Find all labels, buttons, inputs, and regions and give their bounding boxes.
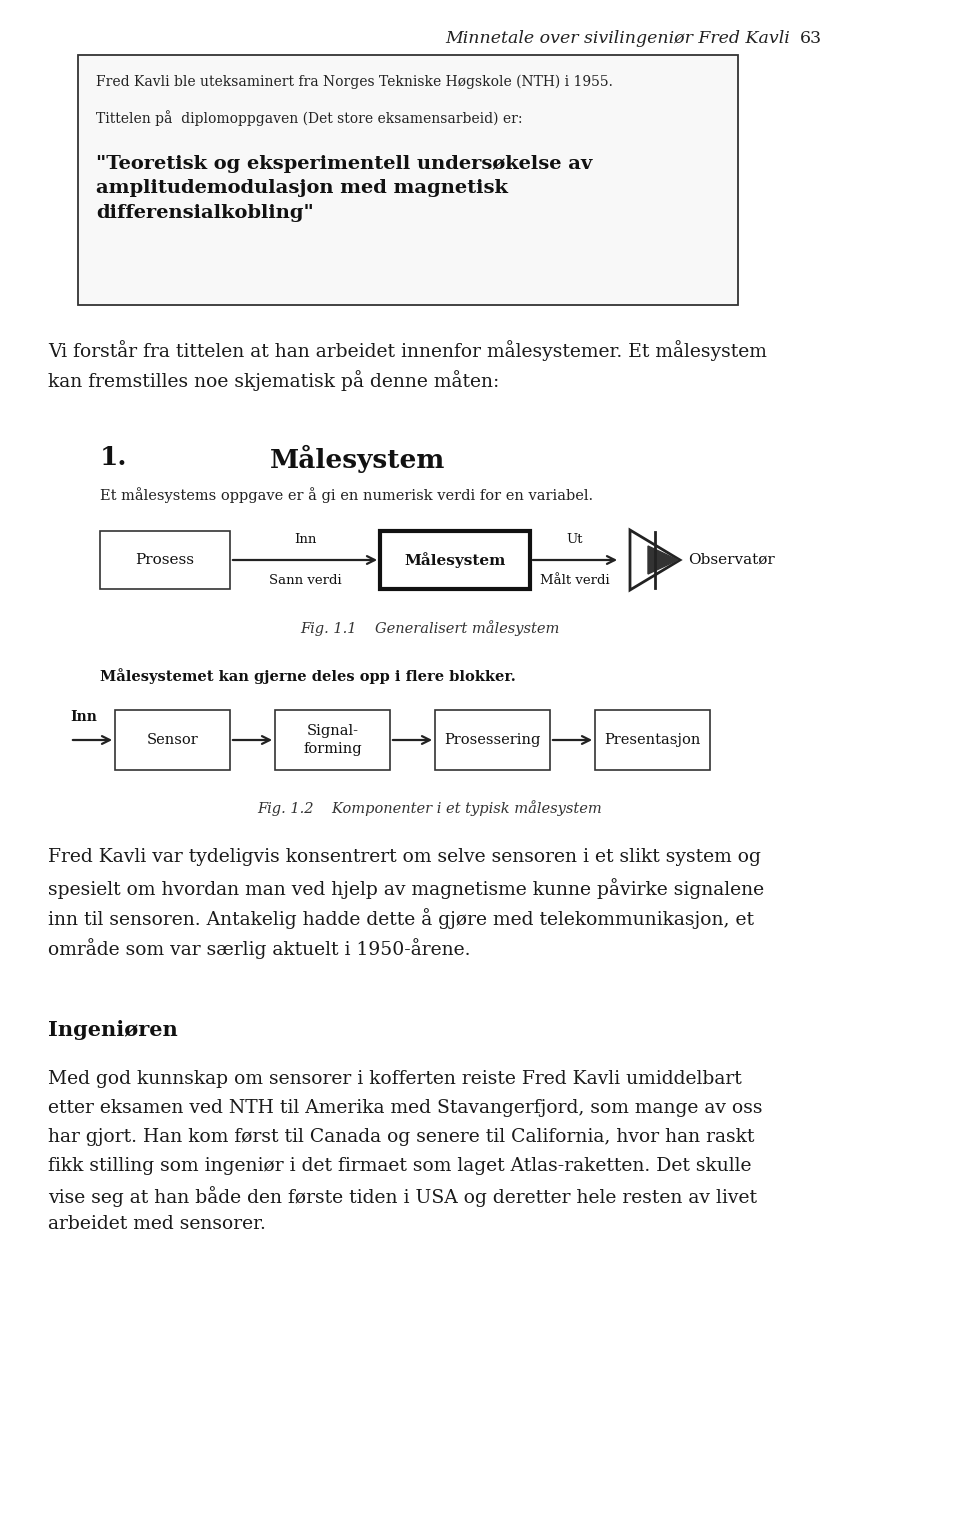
Text: 1.: 1. bbox=[100, 445, 128, 470]
Text: kan fremstilles noe skjematisk på denne måten:: kan fremstilles noe skjematisk på denne … bbox=[48, 369, 499, 391]
Text: arbeidet med sensorer.: arbeidet med sensorer. bbox=[48, 1214, 266, 1233]
Text: inn til sensoren. Antakelig hadde dette å gjøre med telekommunikasjon, et: inn til sensoren. Antakelig hadde dette … bbox=[48, 907, 754, 929]
Text: etter eksamen ved NTH til Amerika med Stavangerfjord, som mange av oss: etter eksamen ved NTH til Amerika med St… bbox=[48, 1099, 762, 1117]
Text: Tittelen på  diplomoppgaven (Det store eksamensarbeid) er:: Tittelen på diplomoppgaven (Det store ek… bbox=[96, 109, 522, 126]
Bar bbox=[380, 530, 530, 590]
Text: Prosessering: Prosessering bbox=[444, 733, 540, 746]
Bar bbox=[275, 710, 390, 771]
Text: Målesystem: Målesystem bbox=[404, 552, 506, 568]
Bar bbox=[100, 530, 230, 590]
Text: Fred Kavli var tydeligvis konsentrert om selve sensoren i et slikt system og: Fred Kavli var tydeligvis konsentrert om… bbox=[48, 848, 761, 866]
Text: Vi forstår fra tittelen at han arbeidet innenfor målesystemer. Et målesystem: Vi forstår fra tittelen at han arbeidet … bbox=[48, 340, 767, 360]
Text: Ut: Ut bbox=[566, 534, 584, 546]
Text: vise seg at han både den første tiden i USA og deretter hele resten av livet: vise seg at han både den første tiden i … bbox=[48, 1186, 757, 1207]
Text: Sensor: Sensor bbox=[147, 733, 199, 746]
Text: Inn: Inn bbox=[294, 534, 316, 546]
Text: Målt verdi: Målt verdi bbox=[540, 575, 610, 587]
Text: Minnetale over sivilingeniør Fred Kavli: Minnetale over sivilingeniør Fred Kavli bbox=[445, 30, 790, 47]
Text: Et målesystems oppgave er å gi en numerisk verdi for en variabel.: Et målesystems oppgave er å gi en numeri… bbox=[100, 486, 593, 503]
Text: Fig. 1.1    Generalisert målesystem: Fig. 1.1 Generalisert målesystem bbox=[300, 620, 560, 635]
Text: Målesystem: Målesystem bbox=[270, 445, 445, 473]
Text: område som var særlig aktuelt i 1950-årene.: område som var særlig aktuelt i 1950-åre… bbox=[48, 938, 470, 959]
Text: Målesystemet kan gjerne deles opp i flere blokker.: Målesystemet kan gjerne deles opp i fler… bbox=[100, 667, 516, 684]
Text: Sann verdi: Sann verdi bbox=[269, 575, 342, 587]
Text: fikk stilling som ingeniør i det firmaet som laget Atlas-raketten. Det skulle: fikk stilling som ingeniør i det firmaet… bbox=[48, 1157, 752, 1175]
Text: Med god kunnskap om sensorer i kofferten reiste Fred Kavli umiddelbart: Med god kunnskap om sensorer i kofferten… bbox=[48, 1070, 742, 1088]
Text: Ingeniøren: Ingeniøren bbox=[48, 1020, 178, 1040]
Text: Presentasjon: Presentasjon bbox=[604, 733, 701, 746]
Polygon shape bbox=[648, 546, 678, 575]
Text: Signal-
forming: Signal- forming bbox=[303, 725, 362, 755]
Text: Fig. 1.2    Komponenter i et typisk målesystem: Fig. 1.2 Komponenter i et typisk målesys… bbox=[257, 800, 602, 816]
Bar bbox=[115, 710, 230, 771]
Text: "Teoretisk og eksperimentell undersøkelse av
amplitudemodulasjon med magnetisk
d: "Teoretisk og eksperimentell undersøkels… bbox=[96, 155, 592, 222]
Text: 63: 63 bbox=[800, 30, 822, 47]
Bar bbox=[595, 710, 710, 771]
Bar bbox=[435, 710, 550, 771]
Text: har gjort. Han kom først til Canada og senere til California, hvor han raskt: har gjort. Han kom først til Canada og s… bbox=[48, 1128, 755, 1146]
Text: Inn: Inn bbox=[70, 710, 97, 724]
Text: Observatør: Observatør bbox=[688, 553, 775, 567]
Text: Prosess: Prosess bbox=[135, 553, 195, 567]
FancyBboxPatch shape bbox=[78, 55, 738, 306]
Text: spesielt om hvordan man ved hjelp av magnetisme kunne påvirke signalene: spesielt om hvordan man ved hjelp av mag… bbox=[48, 879, 764, 898]
Text: Fred Kavli ble uteksaminert fra Norges Tekniske Høgskole (NTH) i 1955.: Fred Kavli ble uteksaminert fra Norges T… bbox=[96, 74, 612, 90]
